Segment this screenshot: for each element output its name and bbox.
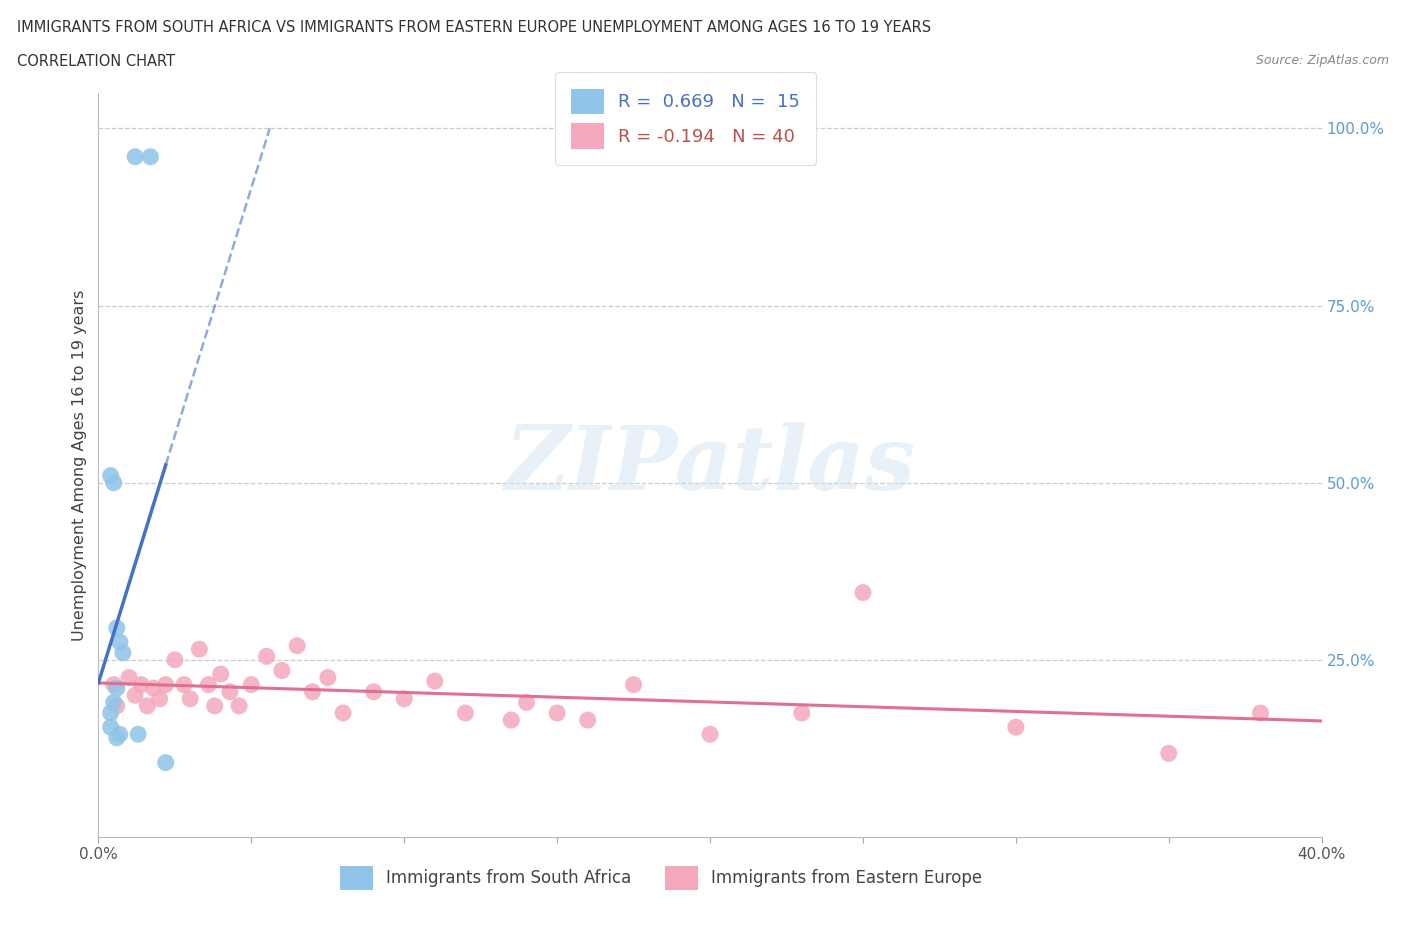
Point — [197, 677, 219, 692]
Point — [188, 642, 211, 657]
Point — [105, 620, 128, 635]
Point — [139, 150, 162, 165]
Point — [256, 649, 278, 664]
Point — [108, 634, 131, 649]
Point — [105, 681, 128, 696]
Point — [516, 695, 538, 710]
Point — [105, 698, 128, 713]
Point — [623, 677, 645, 692]
Point — [240, 677, 263, 692]
Legend: Immigrants from South Africa, Immigrants from Eastern Europe: Immigrants from South Africa, Immigrants… — [326, 853, 995, 903]
Point — [1157, 746, 1180, 761]
Point — [100, 468, 122, 483]
Point — [100, 720, 122, 735]
Text: Source: ZipAtlas.com: Source: ZipAtlas.com — [1256, 54, 1389, 67]
Point — [392, 691, 416, 706]
Point — [204, 698, 226, 713]
Point — [1249, 706, 1271, 721]
Point — [219, 684, 242, 699]
Point — [124, 688, 146, 703]
Point — [124, 150, 146, 165]
Point — [501, 712, 523, 727]
Point — [332, 706, 354, 721]
Text: ZIPatlas: ZIPatlas — [505, 421, 915, 509]
Point — [103, 475, 125, 490]
Y-axis label: Unemployment Among Ages 16 to 19 years: Unemployment Among Ages 16 to 19 years — [72, 289, 87, 641]
Text: IMMIGRANTS FROM SOUTH AFRICA VS IMMIGRANTS FROM EASTERN EUROPE UNEMPLOYMENT AMON: IMMIGRANTS FROM SOUTH AFRICA VS IMMIGRAN… — [17, 20, 931, 35]
Text: CORRELATION CHART: CORRELATION CHART — [17, 54, 174, 69]
Point — [129, 677, 152, 692]
Point — [100, 706, 122, 721]
Point — [576, 712, 599, 727]
Point — [173, 677, 195, 692]
Point — [103, 677, 125, 692]
Point — [103, 695, 125, 710]
Point — [118, 671, 141, 685]
Point — [228, 698, 250, 713]
Point — [105, 730, 128, 745]
Point — [155, 677, 177, 692]
Point — [136, 698, 159, 713]
Point — [179, 691, 201, 706]
Point — [270, 663, 292, 678]
Point — [790, 706, 813, 721]
Point — [155, 755, 177, 770]
Point — [163, 653, 186, 668]
Point — [699, 727, 721, 742]
Point — [149, 691, 172, 706]
Point — [301, 684, 323, 699]
Point — [454, 706, 477, 721]
Point — [108, 727, 131, 742]
Point — [852, 585, 875, 600]
Point — [209, 667, 232, 682]
Point — [1004, 720, 1026, 735]
Point — [142, 681, 165, 696]
Point — [316, 671, 339, 685]
Point — [546, 706, 568, 721]
Point — [423, 673, 446, 688]
Point — [363, 684, 385, 699]
Point — [111, 645, 134, 660]
Point — [127, 727, 149, 742]
Point — [285, 638, 308, 653]
